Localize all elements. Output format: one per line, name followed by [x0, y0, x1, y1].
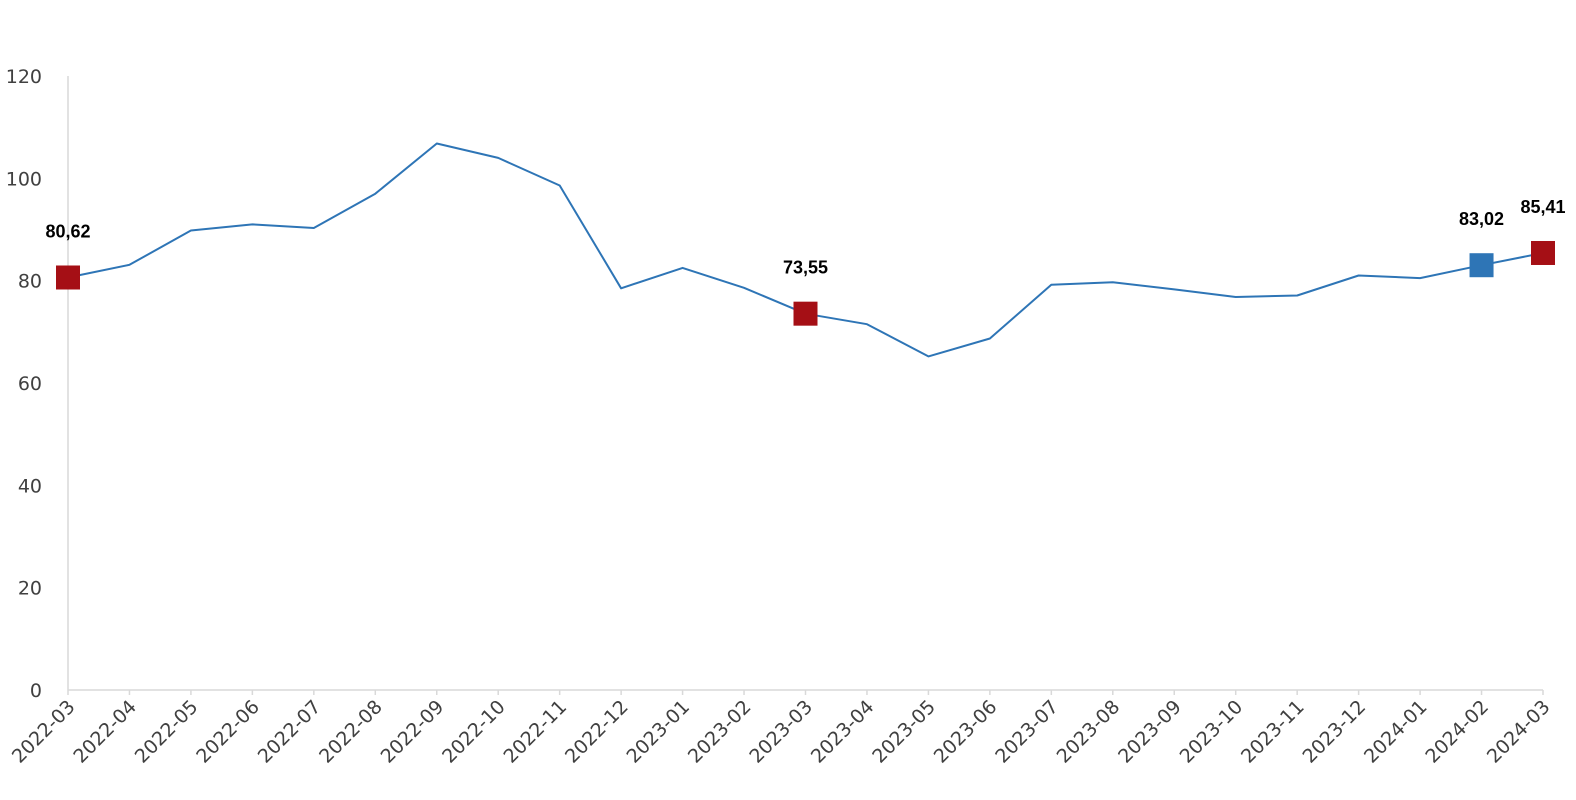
x-tick-label: 2022-07 [254, 696, 326, 768]
data-label: 85,41 [1520, 197, 1565, 217]
y-tick-label: 20 [18, 578, 42, 600]
marker-layer: 80,62 73,55 83,02 85,41 [45, 197, 1566, 326]
x-tick-label: 2022-12 [561, 696, 633, 768]
data-marker [56, 265, 80, 290]
x-tick-label: 2022-10 [438, 696, 510, 768]
x-tick-label: 2023-05 [868, 696, 940, 768]
x-tick-label: 2023-07 [991, 696, 1063, 768]
x-tick-label: 2024-01 [1360, 696, 1432, 768]
x-tick-label: 2023-10 [1176, 696, 1248, 768]
x-tick-label: 2022-09 [377, 696, 449, 768]
x-tick-label: 2023-09 [1114, 696, 1186, 768]
x-tick-label: 2023-06 [930, 696, 1002, 768]
x-tick-label: 2023-02 [684, 696, 756, 768]
y-axis: 0 20 40 60 80 100 120 [6, 66, 69, 702]
x-tick-label: 2023-03 [745, 696, 817, 768]
x-tick-label: 2023-12 [1298, 696, 1370, 768]
data-label: 73,55 [783, 258, 828, 278]
data-label: 80,62 [45, 221, 90, 241]
y-tick-label: 100 [6, 168, 42, 190]
data-label: 83,02 [1459, 209, 1504, 229]
y-tick-label: 0 [30, 680, 42, 702]
data-marker [793, 301, 818, 326]
x-tick-label: 2023-01 [622, 696, 694, 768]
x-tick-label: 2024-03 [1483, 696, 1555, 768]
x-tick-label: 2022-04 [69, 696, 141, 768]
data-marker [1469, 253, 1494, 278]
x-tick-label: 2023-08 [1053, 696, 1125, 768]
x-tick-label: 2022-05 [131, 696, 203, 768]
x-tick-label: 2022-08 [315, 696, 387, 768]
x-tick-label: 2024-02 [1421, 696, 1493, 768]
x-tick-label: 2022-06 [192, 696, 264, 768]
y-tick-label: 80 [18, 271, 42, 293]
x-tick-label: 2022-03 [8, 696, 80, 768]
x-axis: 2022-032022-042022-052022-062022-072022-… [8, 689, 1555, 768]
y-tick-label: 40 [18, 475, 42, 497]
x-tick-label: 2023-11 [1237, 696, 1309, 768]
x-tick-label: 2022-11 [500, 696, 572, 768]
x-tick-label: 2023-04 [807, 696, 879, 768]
y-tick-label: 120 [6, 66, 42, 88]
y-tick-label: 60 [18, 373, 42, 395]
data-marker [1531, 240, 1555, 265]
